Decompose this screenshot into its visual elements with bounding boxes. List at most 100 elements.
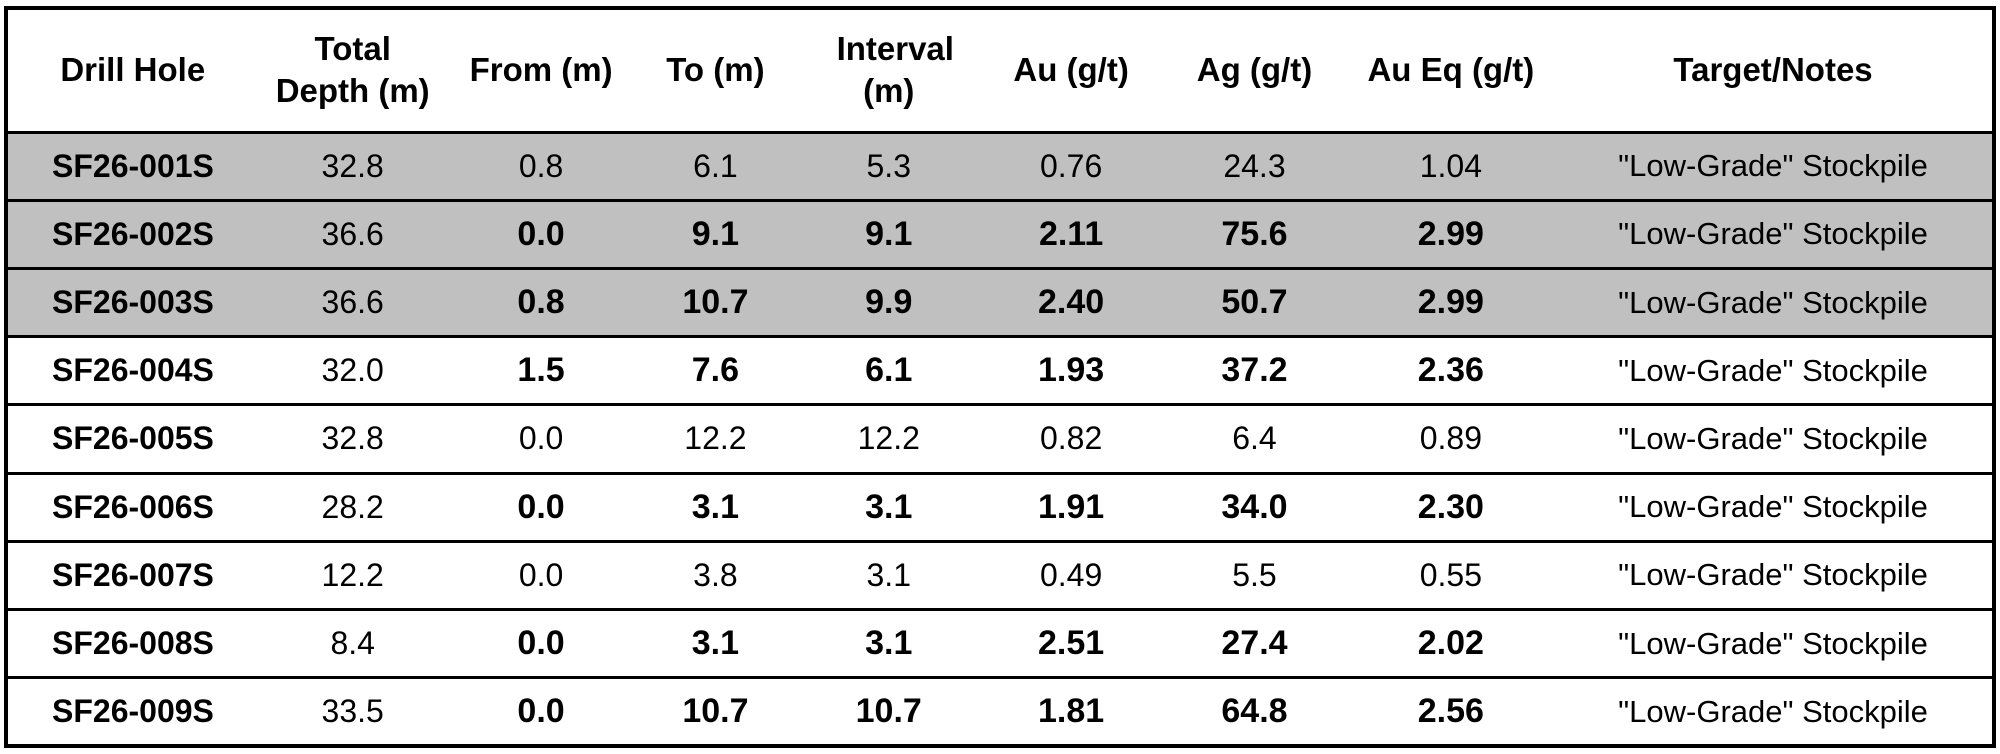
cell-from: 0.0	[447, 541, 635, 612]
cell-au-eq: 2.56	[1347, 677, 1555, 748]
cell-drill-hole: SF26-004S	[6, 336, 258, 407]
cell-ag: 6.4	[1161, 404, 1348, 475]
cell-au: 1.81	[980, 677, 1162, 748]
cell-au-eq: 0.55	[1347, 541, 1555, 612]
cell-total-depth: 32.8	[257, 132, 448, 202]
cell-au: 1.91	[980, 473, 1162, 543]
cell-interval: 9.9	[796, 268, 981, 339]
cell-total-depth: 28.2	[257, 473, 448, 543]
cell-au: 0.76	[980, 132, 1162, 202]
header-from: From (m)	[447, 8, 635, 134]
cell-au-eq: 2.99	[1347, 200, 1555, 270]
cell-total-depth: 8.4	[257, 609, 448, 680]
header-ag: Ag (g/t)	[1161, 8, 1348, 134]
cell-target-notes: "Low-Grade" Stockpile	[1554, 541, 1994, 612]
cell-ag: 37.2	[1161, 336, 1348, 407]
cell-drill-hole: SF26-001S	[6, 132, 258, 202]
cell-interval: 3.1	[796, 473, 981, 543]
header-drill-hole: Drill Hole	[6, 8, 258, 134]
cell-target-notes: "Low-Grade" Stockpile	[1554, 404, 1994, 475]
cell-from: 1.5	[447, 336, 635, 407]
header-au-eq: Au Eq (g/t)	[1347, 8, 1555, 134]
cell-au: 0.82	[980, 404, 1162, 475]
cell-from: 0.0	[447, 404, 635, 475]
cell-to: 3.1	[634, 609, 797, 680]
cell-drill-hole: SF26-005S	[6, 404, 258, 475]
cell-interval: 3.1	[796, 609, 981, 680]
cell-au-eq: 0.89	[1347, 404, 1555, 475]
cell-total-depth: 12.2	[257, 541, 448, 612]
table-row: SF26-006S 28.2 0.0 3.1 3.1 1.91 34.0 2.30 "Low-G…	[6, 473, 1994, 543]
header-target-notes: Target/Notes	[1554, 8, 1994, 134]
cell-interval: 5.3	[796, 132, 981, 202]
cell-to: 7.6	[634, 336, 797, 407]
table-row: SF26-004S 32.0 1.5 7.6 6.1 1.93 37.2 2.36 "Low-G…	[6, 336, 1994, 407]
cell-interval: 3.1	[796, 541, 981, 612]
cell-drill-hole: SF26-009S	[6, 677, 258, 748]
cell-target-notes: "Low-Grade" Stockpile	[1554, 336, 1994, 407]
cell-ag: 50.7	[1161, 268, 1348, 339]
cell-to: 6.1	[634, 132, 797, 202]
cell-ag: 27.4	[1161, 609, 1348, 680]
cell-interval: 9.1	[796, 200, 981, 270]
cell-au: 1.93	[980, 336, 1162, 407]
table-row: SF26-005S 32.8 0.0 12.2 12.2 0.82 6.4 0.89 "Low-…	[6, 404, 1994, 475]
cell-ag: 64.8	[1161, 677, 1348, 748]
cell-total-depth: 32.8	[257, 404, 448, 475]
table-body: SF26-001S 32.8 0.8 6.1 5.3 0.76 24.3 1.04 "Low-G…	[6, 132, 1994, 748]
cell-total-depth: 36.6	[257, 200, 448, 270]
cell-interval: 12.2	[796, 404, 981, 475]
table-row: SF26-008S 8.4 0.0 3.1 3.1 2.51 27.4 2.02 "Low-Gr…	[6, 609, 1994, 680]
header-au: Au (g/t)	[980, 8, 1162, 134]
cell-drill-hole: SF26-008S	[6, 609, 258, 680]
cell-au-eq: 2.36	[1347, 336, 1555, 407]
cell-from: 0.0	[447, 609, 635, 680]
cell-ag: 5.5	[1161, 541, 1348, 612]
cell-ag: 34.0	[1161, 473, 1348, 543]
table-header-row: Drill Hole Total Depth (m) From (m) To (…	[6, 8, 1994, 134]
cell-to: 10.7	[634, 677, 797, 748]
header-total-depth: Total Depth (m)	[257, 8, 448, 134]
cell-from: 0.0	[447, 677, 635, 748]
cell-from: 0.8	[447, 268, 635, 339]
cell-au-eq: 1.04	[1347, 132, 1555, 202]
cell-au: 2.40	[980, 268, 1162, 339]
cell-interval: 6.1	[796, 336, 981, 407]
cell-from: 0.0	[447, 200, 635, 270]
cell-interval: 10.7	[796, 677, 981, 748]
cell-drill-hole: SF26-007S	[6, 541, 258, 612]
cell-from: 0.0	[447, 473, 635, 543]
cell-total-depth: 33.5	[257, 677, 448, 748]
cell-from: 0.8	[447, 132, 635, 202]
cell-ag: 75.6	[1161, 200, 1348, 270]
drill-results-table: Drill Hole Total Depth (m) From (m) To (…	[4, 6, 1996, 748]
cell-au: 2.11	[980, 200, 1162, 270]
table-row: SF26-002S 36.6 0.0 9.1 9.1 2.11 75.6 2.99 "Low-G…	[6, 200, 1994, 270]
cell-drill-hole: SF26-003S	[6, 268, 258, 339]
header-interval: Interval (m)	[796, 8, 981, 134]
cell-to: 10.7	[634, 268, 797, 339]
cell-au: 2.51	[980, 609, 1162, 680]
cell-target-notes: "Low-Grade" Stockpile	[1554, 473, 1994, 543]
cell-target-notes: "Low-Grade" Stockpile	[1554, 609, 1994, 680]
cell-drill-hole: SF26-002S	[6, 200, 258, 270]
cell-target-notes: "Low-Grade" Stockpile	[1554, 677, 1994, 748]
table-row: SF26-001S 32.8 0.8 6.1 5.3 0.76 24.3 1.04 "Low-G…	[6, 132, 1994, 202]
cell-au-eq: 2.02	[1347, 609, 1555, 680]
cell-to: 3.8	[634, 541, 797, 612]
cell-au-eq: 2.30	[1347, 473, 1555, 543]
cell-total-depth: 32.0	[257, 336, 448, 407]
cell-target-notes: "Low-Grade" Stockpile	[1554, 200, 1994, 270]
cell-au: 0.49	[980, 541, 1162, 612]
cell-to: 9.1	[634, 200, 797, 270]
cell-ag: 24.3	[1161, 132, 1348, 202]
cell-total-depth: 36.6	[257, 268, 448, 339]
cell-to: 12.2	[634, 404, 797, 475]
cell-to: 3.1	[634, 473, 797, 543]
cell-target-notes: "Low-Grade" Stockpile	[1554, 268, 1994, 339]
cell-target-notes: "Low-Grade" Stockpile	[1554, 132, 1994, 202]
header-to: To (m)	[634, 8, 797, 134]
cell-au-eq: 2.99	[1347, 268, 1555, 339]
table-row: SF26-007S 12.2 0.0 3.8 3.1 0.49 5.5 0.55 "Low-Gr…	[6, 541, 1994, 612]
cell-drill-hole: SF26-006S	[6, 473, 258, 543]
